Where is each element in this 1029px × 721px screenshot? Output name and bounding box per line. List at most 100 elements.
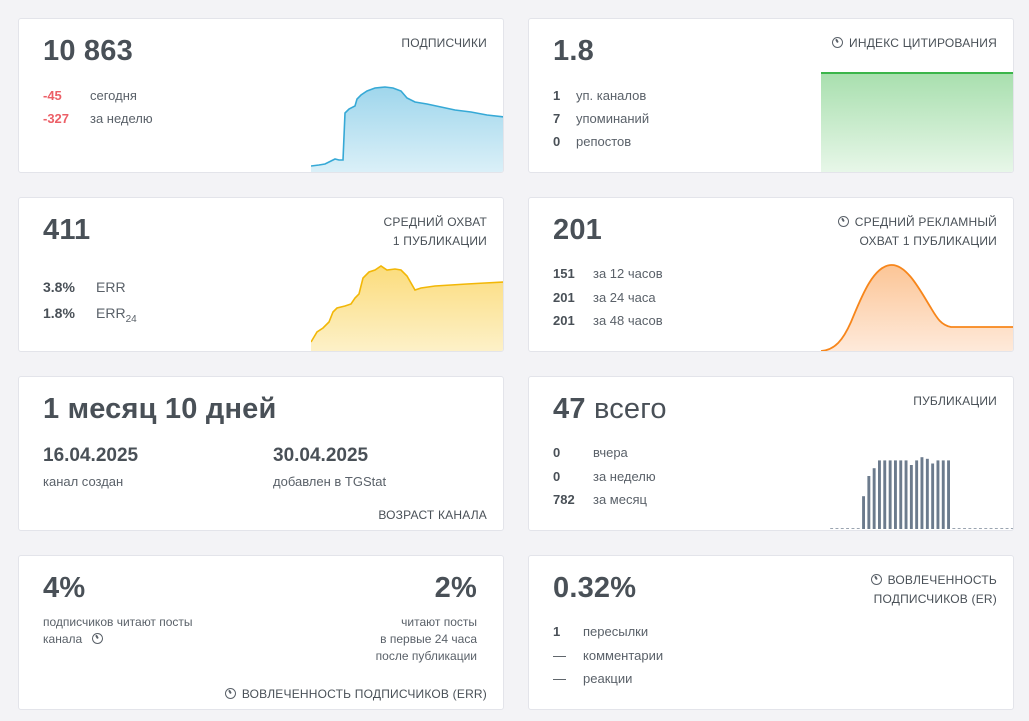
citation-reposts-value: 0	[553, 134, 561, 149]
publications-bar	[883, 460, 887, 529]
info-icon[interactable]	[837, 216, 849, 227]
er-label-line2: ПОДПИСЧИКОВ (ER)	[873, 592, 997, 606]
channel-age-label: ВОЗРАСТ КАНАЛА	[378, 508, 487, 522]
ad-reach-24h-value: 201	[553, 290, 575, 305]
publications-bar	[947, 460, 950, 529]
publications-label: ПУБЛИКАЦИИ	[913, 394, 997, 408]
err-left-value: 4%	[43, 572, 86, 604]
citation-channels-row: 1 уп. каналов	[553, 87, 646, 105]
subscribers-area	[311, 87, 503, 172]
info-icon[interactable]	[832, 37, 844, 48]
er-card[interactable]: 0.32% ВОВЛЕЧЕННОСТЬ ПОДПИСЧИКОВ (ER) 1 пе…	[528, 555, 1014, 710]
publications-bar-empty	[856, 528, 860, 529]
info-icon[interactable]	[91, 633, 103, 644]
er-forwards-value: 1	[553, 624, 561, 639]
publications-bar	[862, 496, 865, 529]
er-comments-label: комментарии	[583, 648, 664, 663]
added-label: добавлен в TGStat	[273, 474, 387, 489]
reach-area	[311, 266, 503, 351]
publications-bar-empty	[957, 528, 961, 529]
reach-value: 411	[43, 214, 91, 246]
err24-subscript: 24	[125, 313, 137, 325]
err-left-text-line2: канала	[43, 632, 83, 646]
ad-reach-label-line2: ОХВАТ 1 ПУБЛИКАЦИИ	[859, 234, 997, 248]
channel-age-value: 1 месяц 10 дней	[43, 393, 277, 425]
err-right-text-line1: читают посты	[401, 615, 477, 629]
ad-reach-12h-row: 151 за 12 часов	[553, 265, 663, 283]
citation-channels-label: уп. каналов	[576, 88, 647, 103]
channel-age-card[interactable]: 1 месяц 10 дней 16.04.2025 канал создан …	[18, 376, 504, 531]
added-date: 30.04.2025	[273, 445, 369, 466]
publications-bar	[941, 460, 945, 529]
err-label: ВОВЛЕЧЕННОСТЬ ПОДПИСЧИКОВ (ERR)	[224, 685, 487, 704]
subscribers-today-value: -45	[43, 88, 62, 103]
er-forwards-row: 1 пересылки	[553, 623, 648, 641]
reach-label: СРЕДНИЙ ОХВАТ 1 ПУБЛИКАЦИИ	[384, 213, 487, 251]
ad-reach-value: 201	[553, 214, 602, 246]
ad-reach-sparkline	[821, 264, 1013, 351]
err-card[interactable]: 4% подписчиков читают посты канала 2% чи…	[18, 555, 504, 710]
ad-reach-label: СРЕДНИЙ РЕКЛАМНЫЙ ОХВАТ 1 ПУБЛИКАЦИИ	[837, 213, 997, 251]
reach-card[interactable]: 411 СРЕДНИЙ ОХВАТ 1 ПУБЛИКАЦИИ 3.8% ERR 1…	[18, 197, 504, 352]
citation-reposts-row: 0 репостов	[553, 133, 631, 151]
publications-bar	[936, 460, 940, 529]
er-comments-row: — комментарии	[553, 647, 663, 665]
er-reactions-value: —	[553, 671, 566, 686]
publications-bar-empty	[840, 528, 844, 529]
citation-area	[821, 73, 1013, 172]
subscribers-count: 10 863	[43, 35, 133, 67]
publications-bar-empty	[979, 528, 982, 529]
publications-bar-empty	[846, 528, 849, 529]
er-label: ВОВЛЕЧЕННОСТЬ ПОДПИСЧИКОВ (ER)	[870, 571, 997, 609]
publications-bar-empty	[1005, 528, 1009, 529]
citation-index-value: 1.8	[553, 35, 594, 67]
publications-bar-empty	[851, 528, 855, 529]
publications-yesterday-row: 0 вчера	[553, 444, 628, 462]
publications-bar	[931, 463, 935, 529]
reach-label-line2: 1 ПУБЛИКАЦИИ	[392, 234, 487, 248]
ad-reach-48h-row: 201 за 48 часов	[553, 312, 663, 330]
publications-month-label: за месяц	[593, 492, 647, 507]
subscribers-week-label: за неделю	[90, 111, 153, 126]
info-icon[interactable]	[224, 688, 236, 699]
publications-bar-empty	[835, 528, 839, 529]
err-value: 3.8%	[43, 279, 75, 295]
publications-card[interactable]: 47 всего ПУБЛИКАЦИИ 0 вчера 0 за неделю 78…	[528, 376, 1014, 531]
er-label-line1: ВОВЛЕЧЕННОСТЬ	[887, 573, 997, 587]
err-label-text: ВОВЛЕЧЕННОСТЬ ПОДПИСЧИКОВ (ERR)	[241, 687, 487, 701]
citation-reposts-label: репостов	[576, 134, 632, 149]
reach-sparkline	[311, 265, 503, 351]
err-row: 3.8% ERR	[43, 278, 126, 296]
publications-week-row: 0 за неделю	[553, 468, 656, 486]
subscribers-sparkline	[311, 86, 503, 172]
subscribers-today-label: сегодня	[90, 88, 137, 103]
publications-bar-empty	[984, 528, 988, 529]
citation-card[interactable]: 1.8 ИНДЕКС ЦИТИРОВАНИЯ 1 уп. каналов 7 упо…	[528, 18, 1014, 173]
publications-bar-empty	[994, 528, 998, 529]
subscribers-week-row: -327 за неделю	[43, 110, 153, 128]
ad-reach-24h-row: 201 за 24 часа	[553, 289, 656, 307]
ad-reach-area	[821, 264, 1013, 351]
publications-bar	[925, 458, 929, 529]
ad-reach-card[interactable]: 201 СРЕДНИЙ РЕКЛАМНЫЙ ОХВАТ 1 ПУБЛИКАЦИИ…	[528, 197, 1014, 352]
reach-line	[311, 265, 503, 343]
citation-label-text: ИНДЕКС ЦИТИРОВАНИЯ	[849, 36, 997, 50]
er-forwards-label: пересылки	[583, 624, 649, 639]
ad-reach-48h-label: за 48 часов	[593, 313, 663, 328]
err24-value: 1.8%	[43, 305, 75, 321]
citation-label: ИНДЕКС ЦИТИРОВАНИЯ	[832, 34, 997, 53]
subscribers-card[interactable]: 10 863 ПОДПИСЧИКИ -45 сегодня -327 за неде…	[18, 18, 504, 173]
publications-bar-chart	[830, 457, 1013, 529]
publications-total: 47 всего	[553, 393, 667, 426]
citation-mentions-label: упоминаний	[576, 111, 650, 126]
publications-month-value: 782	[553, 492, 575, 507]
info-icon[interactable]	[870, 574, 882, 585]
publications-bar-empty	[989, 528, 993, 529]
ad-reach-48h-value: 201	[553, 313, 575, 328]
citation-mentions-row: 7 упоминаний	[553, 110, 649, 128]
citation-sparkline	[821, 72, 1013, 172]
publications-bar-empty	[952, 528, 956, 529]
er-reactions-row: — реакции	[553, 670, 632, 688]
err-right-text-line2: в первые 24 часа	[380, 632, 477, 646]
publications-bar	[867, 476, 871, 529]
